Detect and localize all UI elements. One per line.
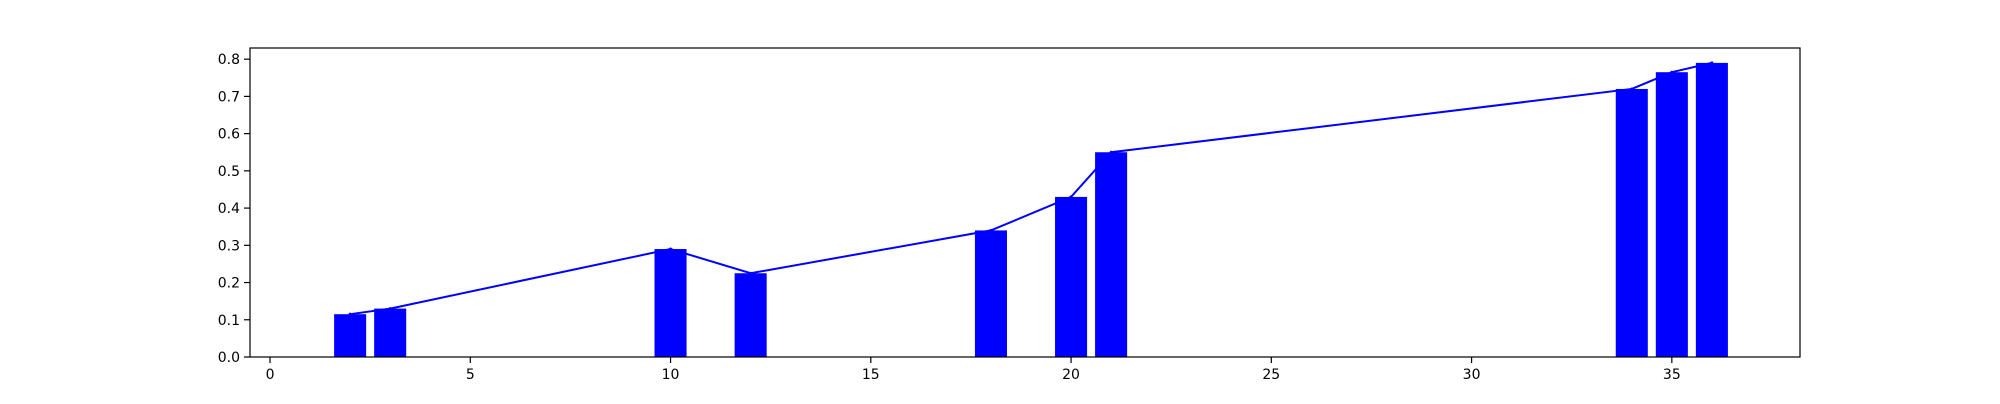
- y-tick-label: 0.1: [218, 313, 240, 329]
- line-point: [989, 228, 993, 232]
- y-tick-label: 0.5: [218, 164, 240, 180]
- x-tick-label: 15: [862, 367, 880, 383]
- y-tick-label: 0.4: [218, 201, 240, 217]
- bar: [334, 314, 367, 357]
- line-point: [749, 271, 753, 275]
- y-tick-label: 0.7: [218, 89, 240, 105]
- x-tick-label: 10: [662, 367, 680, 383]
- x-tick-label: 30: [1463, 367, 1481, 383]
- bar: [374, 308, 407, 357]
- axes-frame: [249, 47, 1801, 358]
- x-tick-label: 5: [466, 367, 475, 383]
- series-line: [349, 61, 1713, 316]
- line-series: [348, 61, 1714, 316]
- y-axis: 0.0 0.1 0.2 0.3 0.4 0.5 0.6 0.7 0.8: [218, 52, 250, 366]
- y-tick-label: 0.2: [218, 276, 240, 292]
- line-point: [1109, 150, 1113, 154]
- line-point: [1069, 195, 1073, 199]
- line-point: [1630, 87, 1634, 91]
- bar: [1655, 72, 1688, 357]
- bar: [734, 273, 767, 357]
- line-point: [1710, 61, 1714, 65]
- x-tick-label: 20: [1062, 367, 1080, 383]
- x-tick-label: 35: [1663, 367, 1681, 383]
- y-tick-label: 0.8: [218, 52, 240, 68]
- bar: [654, 249, 687, 357]
- bar: [1695, 62, 1728, 357]
- x-tick-label: 0: [266, 367, 275, 383]
- line-point: [669, 247, 673, 251]
- y-tick-label: 0.3: [218, 238, 240, 254]
- plot-frame: [249, 47, 1801, 358]
- bar-series: [334, 62, 1728, 357]
- line-point: [1670, 70, 1674, 74]
- bar: [1095, 152, 1128, 357]
- y-tick-label: 0.6: [218, 127, 240, 143]
- line-point: [388, 307, 392, 311]
- x-axis: 0 5 10 15 20 25 30 35: [266, 357, 1681, 383]
- line-point: [348, 312, 352, 316]
- x-tick-label: 25: [1262, 367, 1280, 383]
- bar: [1055, 196, 1088, 357]
- bar: [974, 230, 1007, 357]
- y-tick-label: 0.0: [218, 350, 240, 366]
- bar: [1615, 88, 1648, 357]
